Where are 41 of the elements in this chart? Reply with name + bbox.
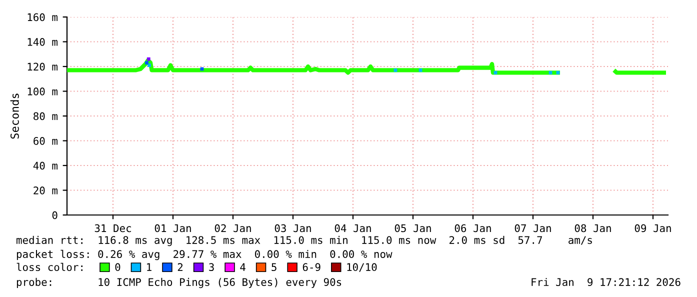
point xyxy=(556,70,560,74)
text: Fri Jan 9 17:21:12 2026 xyxy=(532,278,680,286)
point xyxy=(548,70,552,74)
point xyxy=(418,68,422,72)
y-tick-label: 20 m xyxy=(34,186,58,194)
x-tick-label: 02 Jan xyxy=(214,224,251,232)
legend-label: 4 xyxy=(240,263,246,271)
x-tick-label: 06 Jan xyxy=(454,224,491,232)
x-tick-label: 03 Jan xyxy=(274,224,311,232)
point xyxy=(494,70,498,74)
y-tick-label: 120 m xyxy=(28,62,58,71)
legend-label: 5 xyxy=(272,263,276,272)
text: packet loss: 0.26 % avg 29.77 % max 0.00 % min 0.00 % now xyxy=(16,250,392,260)
x-tick-label: 05 Jan xyxy=(394,224,431,232)
legend-label: 2 xyxy=(178,263,183,271)
legend-title: loss color: xyxy=(16,262,82,272)
x-tick-label: 31 Dec xyxy=(94,224,131,232)
y-axis-title: Seconds xyxy=(10,94,19,139)
point xyxy=(394,68,398,72)
x-tick-label: 01 Jan xyxy=(154,224,191,232)
x-tick-label: 07 Jan xyxy=(514,224,551,232)
legend-label: 0 xyxy=(115,263,120,272)
y-tick-label: 80 m xyxy=(34,112,58,120)
y-tick-label: 100 m xyxy=(28,88,58,96)
legend-label: 3 xyxy=(209,263,214,272)
text: median rtt: 116.8 ms avg 128.5 ms max 115.0 ms min 115.0 ms now 2.0 ms sd 57.7 am/s xyxy=(16,236,592,246)
y-tick-label: 160 m xyxy=(28,13,58,22)
legend-label: 6-9 xyxy=(302,263,320,272)
text: probe: 10 ICMP Echo Pings (56 Bytes) every 90s xyxy=(16,278,342,288)
legend-label: 10/10 xyxy=(347,263,377,272)
y-tick-label: 140 m xyxy=(28,38,58,46)
point xyxy=(145,61,148,64)
legend-label: 1 xyxy=(147,263,152,271)
point xyxy=(148,64,151,67)
x-tick-label: 08 Jan xyxy=(574,224,611,232)
x-tick-label: 09 Jan xyxy=(634,224,671,232)
y-tick-label: 0 xyxy=(52,211,58,220)
y-tick-label: 60 m xyxy=(34,137,58,145)
y-tick-label: 40 m xyxy=(33,162,58,170)
point xyxy=(146,57,150,61)
x-tick-label: 04 Jan xyxy=(334,224,371,232)
